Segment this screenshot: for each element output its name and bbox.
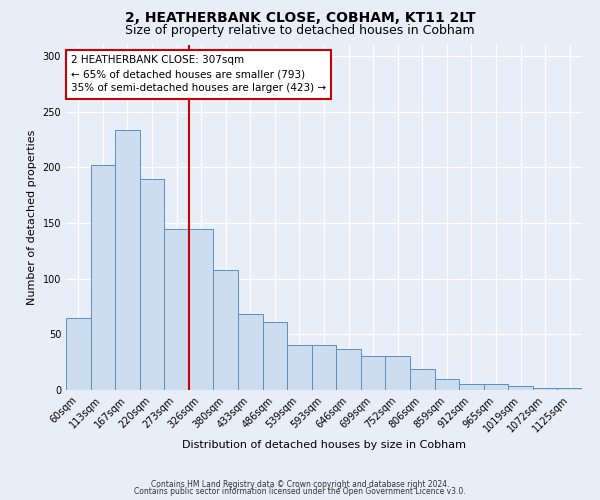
Bar bbox=[287, 346, 312, 390]
Bar bbox=[410, 369, 434, 390]
Bar bbox=[189, 228, 214, 390]
Bar bbox=[385, 356, 410, 390]
Bar bbox=[336, 349, 361, 390]
X-axis label: Distribution of detached houses by size in Cobham: Distribution of detached houses by size … bbox=[182, 440, 466, 450]
Text: Contains public sector information licensed under the Open Government Licence v3: Contains public sector information licen… bbox=[134, 487, 466, 496]
Text: Contains HM Land Registry data © Crown copyright and database right 2024.: Contains HM Land Registry data © Crown c… bbox=[151, 480, 449, 489]
Bar bbox=[164, 228, 189, 390]
Bar bbox=[533, 388, 557, 390]
Bar bbox=[434, 379, 459, 390]
Bar bbox=[238, 314, 263, 390]
Bar bbox=[459, 384, 484, 390]
Y-axis label: Number of detached properties: Number of detached properties bbox=[27, 130, 37, 305]
Bar bbox=[508, 386, 533, 390]
Text: 2, HEATHERBANK CLOSE, COBHAM, KT11 2LT: 2, HEATHERBANK CLOSE, COBHAM, KT11 2LT bbox=[125, 11, 475, 25]
Bar bbox=[312, 346, 336, 390]
Bar bbox=[115, 130, 140, 390]
Bar bbox=[361, 356, 385, 390]
Bar bbox=[66, 318, 91, 390]
Bar bbox=[557, 388, 582, 390]
Bar bbox=[91, 165, 115, 390]
Text: 2 HEATHERBANK CLOSE: 307sqm
← 65% of detached houses are smaller (793)
35% of se: 2 HEATHERBANK CLOSE: 307sqm ← 65% of det… bbox=[71, 56, 326, 94]
Bar bbox=[263, 322, 287, 390]
Bar bbox=[140, 178, 164, 390]
Bar bbox=[214, 270, 238, 390]
Bar bbox=[484, 384, 508, 390]
Text: Size of property relative to detached houses in Cobham: Size of property relative to detached ho… bbox=[125, 24, 475, 37]
